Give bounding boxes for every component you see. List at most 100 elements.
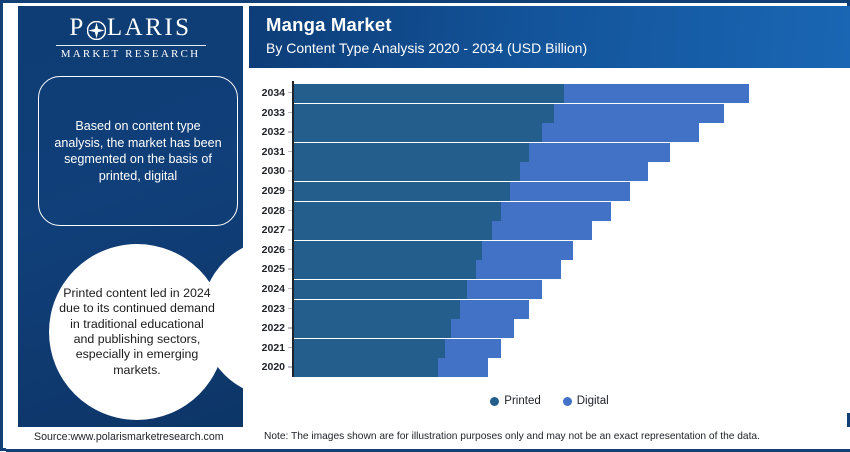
y-axis-label: 2029 — [261, 185, 285, 197]
bar-row: 2024 — [249, 280, 850, 299]
legend-marker-icon — [562, 396, 572, 406]
page-title: Manga Market — [266, 14, 392, 35]
bar-segment-digital[interactable] — [460, 299, 530, 319]
y-axis-line — [292, 81, 294, 377]
bar-segment-printed[interactable] — [294, 201, 501, 221]
bar-segment-digital[interactable] — [501, 201, 611, 221]
bar-segment-printed[interactable] — [294, 221, 492, 241]
bar-segment-digital[interactable] — [482, 240, 574, 260]
bar-segment-printed[interactable] — [294, 162, 520, 182]
note-text: Note: The images shown are for illustrat… — [264, 431, 760, 442]
axis-tick — [288, 229, 292, 231]
legend-item-digital[interactable]: Digital — [562, 395, 609, 407]
bar-segment-printed[interactable] — [294, 142, 530, 162]
sidebar: P LARIS MARKET RESEARCH Based on content… — [6, 6, 361, 451]
bar-row: 2022 — [249, 319, 850, 339]
bar-row: 2034 — [249, 84, 850, 103]
legend-label: Printed — [504, 395, 541, 407]
y-axis-label: 2028 — [261, 204, 285, 217]
y-axis-label: 2032 — [261, 126, 285, 139]
bar-segment-printed[interactable] — [294, 240, 483, 260]
y-axis-label: 2022 — [261, 322, 285, 335]
y-axis-label: 2027 — [261, 224, 285, 237]
axis-tick — [288, 248, 292, 251]
bar-row: 2020 — [249, 358, 850, 378]
bar-segment-printed[interactable] — [294, 280, 467, 299]
y-axis-label: 2033 — [261, 106, 285, 119]
logo-text-p: P — [69, 14, 86, 41]
bar-segment-printed[interactable] — [294, 123, 542, 143]
axis-tick — [288, 92, 292, 94]
bar-segment-digital[interactable] — [554, 103, 724, 123]
axis-tick — [288, 268, 292, 270]
bar-chart-plot: 2034 2033 2032 2031 2030 2029 2028 2027 2026 2025… — [249, 81, 850, 381]
y-axis-label: 2025 — [261, 263, 285, 276]
bar-row: 2032 — [249, 123, 850, 143]
bar-segment-printed[interactable] — [294, 182, 511, 201]
legend-item-printed[interactable]: Printed — [490, 395, 541, 407]
bar-row: 2023 — [249, 299, 850, 319]
callout-rounded-box: Based on content type analysis, the mark… — [38, 76, 238, 226]
y-axis-label: 2026 — [261, 243, 285, 256]
axis-tick — [288, 131, 292, 133]
footer: Source:www.polarismarketresearch.com Not… — [6, 427, 850, 452]
bar-row: 2029 — [249, 182, 850, 201]
axis-tick — [288, 190, 292, 192]
bar-row: 2031 — [249, 142, 850, 162]
y-axis-label: 2024 — [261, 283, 285, 295]
callout-box-text: Based on content type analysis, the mark… — [54, 119, 222, 183]
bar-row: 2033 — [249, 103, 850, 123]
callout-circle: Printed content led in 2024 due to its c… — [49, 244, 225, 420]
axis-tick — [288, 307, 292, 309]
axis-tick — [288, 170, 292, 172]
bar-row: 2030 — [249, 162, 850, 182]
bar-row: 2021 — [249, 338, 850, 358]
bar-segment-digital[interactable] — [466, 280, 542, 299]
bar-segment-printed[interactable] — [294, 103, 555, 123]
axis-tick — [288, 346, 292, 349]
compass-star-icon — [86, 19, 107, 40]
axis-tick — [288, 209, 292, 211]
bar-segment-digital[interactable] — [491, 221, 592, 241]
source-text: Source:www.polarismarketresearch.com — [34, 431, 224, 443]
callout-circle-text: Printed content led in 2024 due to its c… — [59, 285, 215, 377]
bar-segment-printed[interactable] — [294, 299, 461, 319]
y-axis-label: 2031 — [261, 145, 285, 158]
logo-text-laris: LARIS — [106, 14, 192, 41]
axis-tick — [288, 288, 292, 290]
bar-segment-digital[interactable] — [510, 182, 630, 201]
axis-tick — [288, 327, 292, 329]
bar-segment-digital[interactable] — [563, 84, 749, 103]
chart-legend: Printed Digital — [249, 391, 850, 411]
bar-segment-printed[interactable] — [294, 84, 564, 103]
bar-segment-printed[interactable] — [294, 338, 445, 358]
bar-segment-printed[interactable] — [294, 358, 439, 378]
bar-segment-digital[interactable] — [529, 142, 671, 162]
y-axis-label: 2030 — [261, 165, 285, 178]
bar-segment-printed[interactable] — [294, 260, 476, 280]
chart-header: Manga Market By Content Type Analysis 20… — [249, 6, 850, 68]
axis-tick — [288, 366, 292, 368]
y-axis-label: 2020 — [261, 361, 285, 374]
y-axis-label: 2023 — [261, 302, 285, 315]
page-subtitle: By Content Type Analysis 2020 - 2034 (US… — [266, 40, 588, 56]
chart-area: 2034 2033 2032 2031 2030 2029 2028 2027 2026 2025… — [249, 68, 850, 413]
bar-segment-digital[interactable] — [519, 162, 649, 182]
bar-segment-digital[interactable] — [475, 260, 561, 280]
logo-tagline: MARKET RESEARCH — [60, 48, 201, 60]
legend-marker-icon — [490, 396, 500, 406]
axis-tick — [288, 111, 292, 113]
bar-segment-printed[interactable] — [294, 319, 451, 339]
legend-label: Digital — [576, 395, 609, 407]
bar-row: 2025 — [249, 260, 850, 280]
bar-row: 2028 — [249, 201, 850, 221]
y-axis-label: 2034 — [261, 87, 285, 99]
bar-segment-digital[interactable] — [450, 319, 514, 339]
bar-segment-digital[interactable] — [541, 123, 699, 143]
bar-segment-digital[interactable] — [444, 338, 501, 358]
logo-divider — [55, 45, 206, 46]
y-axis-label: 2021 — [261, 341, 285, 354]
axis-tick — [288, 150, 292, 153]
bar-segment-digital[interactable] — [438, 358, 489, 378]
